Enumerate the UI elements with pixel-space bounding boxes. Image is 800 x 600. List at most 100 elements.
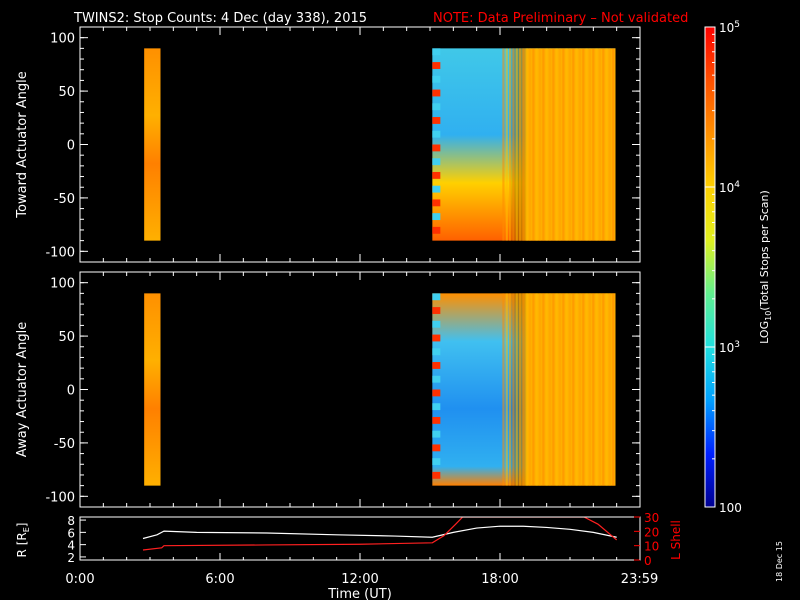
heatmap-edge-cell <box>432 362 441 369</box>
heatmap-edge-cell <box>432 416 441 424</box>
heatmap-stripe <box>595 293 598 486</box>
heatmap-stripe <box>535 48 538 241</box>
r-axis-label-end: ] <box>15 523 29 528</box>
heatmap-stripe <box>575 48 578 241</box>
heatmap-stripe <box>512 293 515 486</box>
heatmap-stripe <box>592 293 595 486</box>
heatmap-edge-cell <box>432 158 441 166</box>
heatmap-stripe <box>532 48 535 241</box>
heatmap-edge-cell <box>432 403 441 411</box>
heatmap-stripe <box>612 48 615 241</box>
heatmap-stripe <box>548 293 552 486</box>
left-y-tick-label: 6 <box>67 526 75 540</box>
heatmap-stripe <box>515 48 518 241</box>
heatmap-stripe <box>525 48 528 241</box>
heatmap-stripe <box>562 48 565 241</box>
heatmap-stripe <box>545 48 548 241</box>
heatmap-stripe <box>505 48 508 241</box>
heatmap-stripe <box>602 293 605 486</box>
colorbar-tick-label: 100 <box>719 501 742 515</box>
heatmap-stripe <box>595 48 598 241</box>
heatmap-stripe <box>608 293 612 486</box>
x-tick-label: 12:00 <box>341 572 378 587</box>
x-tick-label: 0:00 <box>65 572 94 587</box>
x-tick-label: 18:00 <box>481 572 518 587</box>
heatmap-edge-cell <box>432 307 441 314</box>
heatmap-edge-cell <box>432 89 441 97</box>
heatmap-edge-cell <box>432 375 441 383</box>
heatmap-edge-cell <box>432 75 441 83</box>
toward-angle-panel: 100 50 0 -50 -100 Toward Actuator Angle <box>15 26 641 263</box>
heatmap-stripe <box>575 293 578 486</box>
r-axis-label-main: R [R <box>15 532 29 557</box>
heatmap-stripe <box>582 293 585 486</box>
heatmap-stripe <box>565 293 568 486</box>
y-tick-label: -100 <box>45 490 75 505</box>
heatmap-stripe <box>502 293 505 486</box>
heatmap-stripe <box>555 48 558 241</box>
heatmap-stripe <box>605 293 608 486</box>
heatmap-stripe <box>502 48 505 241</box>
plot-title: TWINS2: Stop Counts: 4 Dec (day 338), 20… <box>73 11 367 26</box>
heatmap-stripe <box>535 293 538 486</box>
y-tick-label: -50 <box>54 192 75 207</box>
y-axis-label: Away Actuator Angle <box>15 322 30 457</box>
r-axis-label-sub: E <box>22 527 31 532</box>
heatmap-stripe <box>565 48 568 241</box>
heatmap-edge-cell <box>432 348 441 356</box>
colorbar-tick-base: 10 <box>719 341 734 355</box>
colorbar-label-rest: (Total Stops per Scan) <box>758 190 771 311</box>
colorbar-tick-base: 10 <box>719 21 734 35</box>
heatmap-stripe <box>588 48 592 241</box>
colorbar-label: LOG10(Total Stops per Scan) <box>758 190 773 344</box>
right-y-tick-label: 30 <box>644 511 659 525</box>
heatmap-stripe <box>572 48 575 241</box>
heatmap-edge-cell <box>432 213 441 221</box>
heatmap-stripe <box>552 293 555 486</box>
heatmap-stripe <box>578 293 582 486</box>
heatmap-stripe <box>545 293 548 486</box>
heatmap-edge-cell <box>432 62 441 69</box>
y-tick-label: -100 <box>45 245 75 260</box>
heatmap-stripe <box>552 48 555 241</box>
heatmap-edge-cell <box>432 130 441 138</box>
colorbar-tick-exp: 4 <box>734 180 740 190</box>
heatmap-stripe <box>582 48 585 241</box>
heatmap-stripe <box>602 48 605 241</box>
left-y-tick-label: 2 <box>67 551 75 565</box>
heatmap-stripe <box>522 48 525 241</box>
heatmap-edge-cell <box>432 144 441 152</box>
y-tick-label: 100 <box>50 277 75 292</box>
preliminary-note: NOTE: Data Preliminary – Not validated <box>433 11 688 26</box>
heatmap-stripe <box>505 293 508 486</box>
heatmap-stripe <box>588 293 592 486</box>
heatmap-stripe <box>542 293 545 486</box>
left-y-tick-label: 4 <box>67 539 75 553</box>
heatmap-stripe <box>562 293 565 486</box>
heatmap-stripe <box>612 293 615 486</box>
y-tick-label: 100 <box>50 32 75 47</box>
colorbar-label-main: LOG <box>758 321 771 344</box>
colorbar-tick-exp: 5 <box>734 20 740 30</box>
heatmap-stripe <box>542 48 545 241</box>
heatmap-edge-cell <box>432 320 441 328</box>
heatmap-stripe <box>548 48 552 241</box>
heatmap-edge-cell <box>432 334 441 342</box>
heatmap-stripe <box>518 48 522 241</box>
colorbar-scale <box>704 26 716 508</box>
heatmap-stripe <box>532 293 535 486</box>
heatmap-edge-cell <box>432 471 441 479</box>
heatmap-block <box>144 48 161 241</box>
lshell-series-line <box>142 517 618 551</box>
heatmap-stripe <box>558 293 562 486</box>
heatmap-edge-cell <box>432 389 441 397</box>
heatmap-stripe <box>508 48 512 241</box>
right-y-tick-label: 10 <box>644 540 659 554</box>
heatmap-stripe <box>585 293 588 486</box>
heatmap-edge-cell <box>432 458 441 466</box>
colorbar-label-sub: 10 <box>764 311 773 321</box>
heatmap-stripe <box>538 48 542 241</box>
